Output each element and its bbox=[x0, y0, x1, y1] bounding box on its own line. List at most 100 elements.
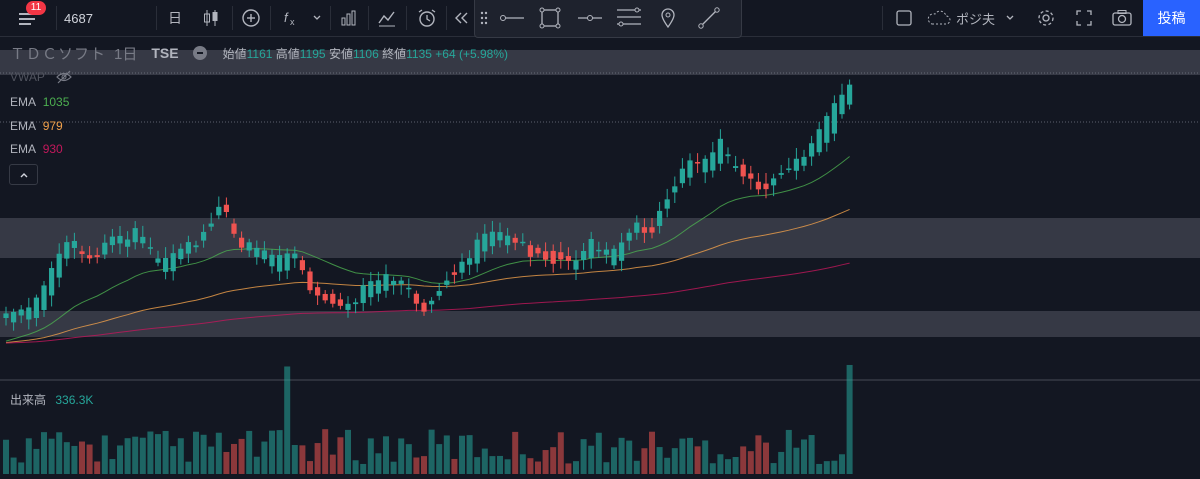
candle-body[interactable] bbox=[254, 247, 260, 257]
volume-bar[interactable] bbox=[390, 461, 397, 474]
candle-body[interactable] bbox=[626, 232, 632, 241]
volume-bar[interactable] bbox=[337, 437, 344, 474]
volume-bar[interactable] bbox=[155, 434, 161, 474]
candle-body[interactable] bbox=[421, 302, 427, 312]
candle-body[interactable] bbox=[406, 287, 412, 290]
volume-bar[interactable] bbox=[177, 438, 184, 474]
volume-bar[interactable] bbox=[63, 442, 70, 474]
volume-bar[interactable] bbox=[322, 429, 329, 474]
volume-bar[interactable] bbox=[200, 434, 207, 474]
candle-body[interactable] bbox=[56, 253, 62, 278]
alert-button[interactable] bbox=[412, 0, 442, 36]
candle-body[interactable] bbox=[748, 173, 754, 179]
volume-bar[interactable] bbox=[801, 439, 807, 474]
volume-bar[interactable] bbox=[694, 446, 701, 474]
candle-body[interactable] bbox=[535, 247, 541, 254]
volume-bar[interactable] bbox=[436, 444, 443, 474]
volume-bar[interactable] bbox=[276, 430, 283, 474]
volume-bar[interactable] bbox=[671, 448, 678, 474]
volume-bar[interactable] bbox=[557, 432, 564, 474]
volume-bar[interactable] bbox=[580, 439, 587, 474]
parallel-channel-tool[interactable] bbox=[611, 0, 647, 36]
volume-bar[interactable] bbox=[641, 448, 648, 474]
candle-body[interactable] bbox=[558, 252, 564, 260]
volume-bar[interactable] bbox=[428, 429, 435, 474]
candle-body[interactable] bbox=[26, 307, 32, 320]
settings-button[interactable] bbox=[1032, 0, 1060, 36]
volume-bar[interactable] bbox=[269, 430, 275, 474]
candle-body[interactable] bbox=[132, 228, 138, 243]
volume-bar[interactable] bbox=[846, 364, 853, 474]
candle-body[interactable] bbox=[49, 268, 55, 296]
indicators-dropdown[interactable] bbox=[308, 0, 326, 36]
volume-bar[interactable] bbox=[86, 444, 93, 474]
layout-button[interactable] bbox=[890, 0, 918, 36]
volume-bar[interactable] bbox=[421, 456, 427, 474]
volume-bar[interactable] bbox=[3, 439, 9, 474]
candle-body[interactable] bbox=[398, 280, 404, 284]
volume-bar[interactable] bbox=[611, 447, 617, 474]
candle-body[interactable] bbox=[527, 245, 533, 257]
candle-body[interactable] bbox=[178, 248, 184, 260]
volume-bar[interactable] bbox=[413, 457, 420, 474]
candle-body[interactable] bbox=[634, 222, 640, 233]
volume-bar[interactable] bbox=[679, 438, 686, 474]
volume-bar[interactable] bbox=[573, 461, 579, 474]
volume-bar[interactable] bbox=[512, 431, 519, 474]
volume-bar[interactable] bbox=[459, 435, 465, 474]
trend-line-tool[interactable] bbox=[689, 0, 729, 36]
candle-body[interactable] bbox=[246, 242, 252, 251]
candle-body[interactable] bbox=[140, 236, 146, 244]
candle-body[interactable] bbox=[193, 245, 199, 248]
candle-body[interactable] bbox=[847, 84, 853, 105]
volume-bar[interactable] bbox=[535, 461, 541, 474]
volume-bar[interactable] bbox=[329, 454, 336, 474]
candle-body[interactable] bbox=[793, 158, 799, 171]
drawing-toolbar-handle[interactable] bbox=[477, 0, 491, 36]
candle-body[interactable] bbox=[436, 291, 442, 296]
volume-bar[interactable] bbox=[816, 463, 823, 474]
volume-bar[interactable] bbox=[550, 447, 557, 474]
candle-body[interactable] bbox=[702, 158, 708, 173]
candle-body[interactable] bbox=[117, 235, 123, 244]
volume-bar[interactable] bbox=[124, 438, 131, 474]
candle-body[interactable] bbox=[619, 242, 625, 261]
candle-body[interactable] bbox=[307, 271, 313, 291]
volume-bar[interactable] bbox=[717, 454, 724, 474]
volume-bar[interactable] bbox=[763, 442, 769, 474]
volume-bar[interactable] bbox=[649, 431, 655, 474]
volume-bar[interactable] bbox=[18, 462, 25, 474]
volume-bar[interactable] bbox=[740, 446, 747, 474]
candle-body[interactable] bbox=[208, 223, 214, 227]
candle-body[interactable] bbox=[3, 313, 9, 318]
volume-bar[interactable] bbox=[170, 446, 177, 474]
volume-bar[interactable] bbox=[565, 463, 572, 474]
volume-bar[interactable] bbox=[25, 438, 32, 474]
candle-body[interactable] bbox=[292, 253, 298, 259]
volume-bar[interactable] bbox=[626, 440, 633, 474]
volume-bar[interactable] bbox=[314, 443, 321, 474]
candle-body[interactable] bbox=[763, 183, 769, 190]
candle-body[interactable] bbox=[231, 223, 237, 234]
candle-body[interactable] bbox=[717, 138, 723, 164]
candle-body[interactable] bbox=[41, 285, 47, 310]
replay-button[interactable] bbox=[450, 0, 474, 36]
volume-bar[interactable] bbox=[223, 451, 230, 474]
volume-bar[interactable] bbox=[497, 455, 503, 474]
candle-body[interactable] bbox=[284, 253, 290, 271]
candle-body[interactable] bbox=[223, 204, 229, 213]
candle-body[interactable] bbox=[474, 239, 480, 264]
candle-body[interactable] bbox=[163, 257, 169, 272]
candle-body[interactable] bbox=[543, 251, 549, 260]
volume-bar[interactable] bbox=[139, 437, 146, 474]
volume-bar[interactable] bbox=[839, 454, 845, 474]
volume-bar[interactable] bbox=[443, 435, 450, 474]
volume-legend[interactable]: 出来高 336.3K bbox=[10, 391, 93, 408]
volume-bar[interactable] bbox=[185, 461, 192, 474]
eye-hidden-icon[interactable] bbox=[55, 70, 73, 84]
volume-bar[interactable] bbox=[618, 437, 625, 474]
candle-body[interactable] bbox=[18, 309, 24, 316]
candle-body[interactable] bbox=[596, 249, 602, 252]
candle-body[interactable] bbox=[786, 168, 792, 170]
